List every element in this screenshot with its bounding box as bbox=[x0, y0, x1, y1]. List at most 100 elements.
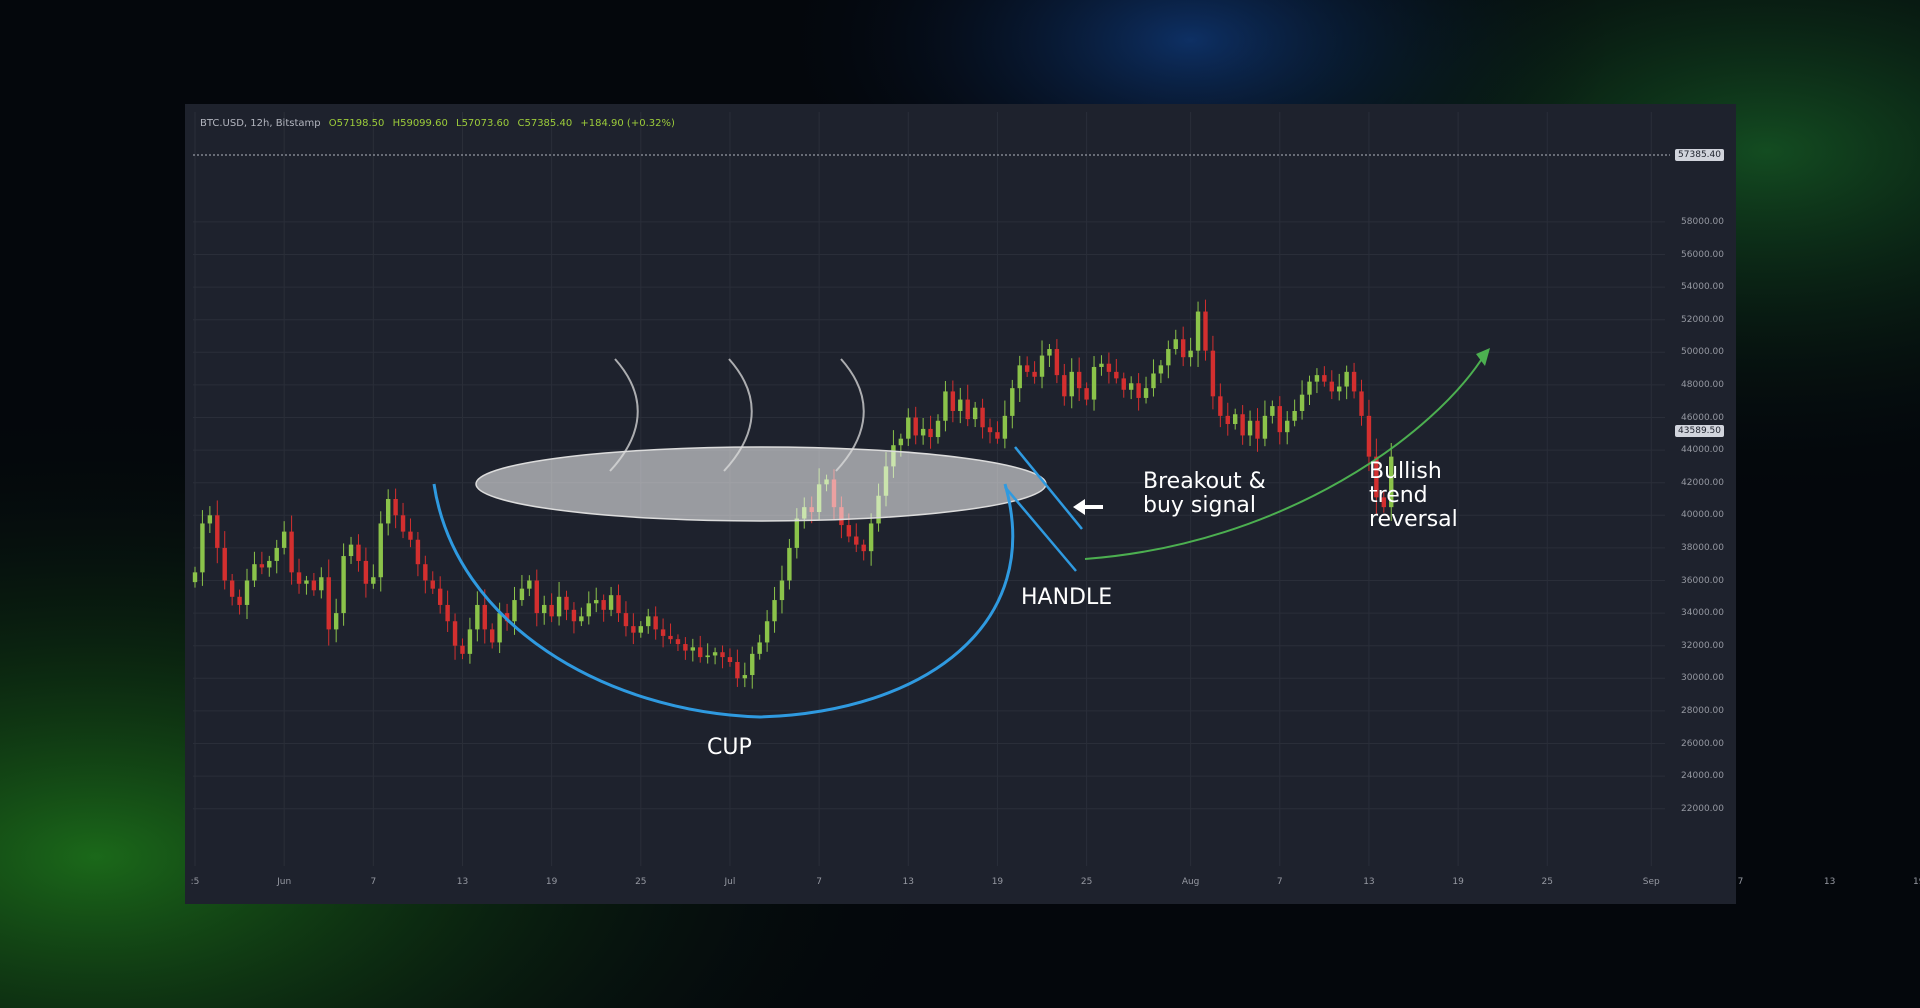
candle-body bbox=[1062, 375, 1067, 397]
candle-body bbox=[868, 523, 874, 552]
candle-body bbox=[720, 652, 725, 658]
y-tick-label: 42000.00 bbox=[1681, 477, 1724, 488]
candle-body bbox=[274, 547, 279, 561]
candle-body bbox=[192, 572, 198, 583]
candle-body bbox=[631, 626, 636, 633]
symbol-legend: BTC.USD, 12h, Bitstamp O57198.50 H59099.… bbox=[200, 118, 680, 129]
candle-body bbox=[259, 564, 265, 568]
candle-body bbox=[542, 604, 547, 614]
candle-body bbox=[326, 577, 331, 630]
y-tick-label: 34000.00 bbox=[1681, 608, 1724, 619]
candle-body bbox=[1314, 375, 1320, 382]
legend-change: +184.90 (+0.32%) bbox=[580, 118, 675, 129]
candle-body bbox=[519, 588, 525, 601]
candle-body bbox=[579, 616, 584, 622]
x-tick-label: 7 bbox=[1276, 877, 1283, 887]
candle-body bbox=[1285, 420, 1290, 433]
candle-body bbox=[1114, 371, 1119, 379]
y-tick-label: 48000.00 bbox=[1681, 379, 1724, 390]
legend-low: L57073.60 bbox=[456, 118, 510, 129]
candle-body bbox=[281, 531, 287, 548]
candle-body bbox=[311, 580, 317, 591]
handle-upper-line bbox=[1014, 446, 1083, 530]
candle-body bbox=[1292, 410, 1297, 421]
candle-body bbox=[1299, 394, 1305, 411]
candle-body bbox=[660, 629, 666, 636]
candle-body bbox=[1166, 349, 1171, 366]
y-tick-label: 54000.00 bbox=[1681, 282, 1724, 293]
x-tick-label: 19 bbox=[991, 877, 1004, 887]
candle-body bbox=[965, 399, 970, 420]
candle-body bbox=[735, 662, 740, 679]
candle-body bbox=[371, 577, 376, 584]
candle-body bbox=[571, 609, 577, 622]
candle-body bbox=[252, 564, 257, 581]
candle-body bbox=[244, 580, 250, 605]
candle-body bbox=[1188, 350, 1193, 358]
candle-body bbox=[995, 432, 1000, 439]
candle-body bbox=[1010, 388, 1015, 416]
candle-body bbox=[1039, 355, 1045, 377]
candle-body bbox=[497, 613, 502, 643]
candle-body bbox=[1143, 388, 1149, 398]
candle-body bbox=[527, 580, 532, 589]
candlestick-chart[interactable] bbox=[185, 104, 1736, 904]
candle-body bbox=[1337, 386, 1342, 392]
candle-body bbox=[415, 539, 421, 565]
candle-body bbox=[1151, 373, 1156, 389]
candle-body bbox=[482, 604, 487, 630]
candle-body bbox=[861, 544, 866, 552]
candle-body bbox=[460, 645, 465, 654]
y-tick-label: 28000.00 bbox=[1681, 705, 1724, 716]
candle-body bbox=[341, 556, 346, 614]
cup-curve bbox=[432, 483, 1015, 719]
candle-body bbox=[564, 596, 569, 610]
cup-rim bbox=[475, 446, 1047, 522]
candle-body bbox=[348, 544, 354, 557]
x-tick-label: 25 bbox=[1080, 877, 1093, 887]
candle-body bbox=[1069, 371, 1074, 397]
candle-body bbox=[363, 560, 369, 584]
candle-body bbox=[1240, 414, 1245, 436]
candle-body bbox=[1366, 415, 1372, 457]
candle-body bbox=[378, 523, 383, 578]
legend-high: H59099.60 bbox=[392, 118, 448, 129]
candle-body bbox=[1128, 383, 1134, 390]
reversal-label: Bullish trend reversal bbox=[1369, 459, 1458, 532]
candle-body bbox=[705, 655, 710, 658]
candle-body bbox=[467, 629, 473, 654]
candle-body bbox=[742, 675, 748, 679]
candle-body bbox=[1218, 396, 1223, 416]
chart-panel[interactable]: BTC.USD, 12h, Bitstamp O57198.50 H59099.… bbox=[185, 104, 1920, 904]
candle-body bbox=[490, 629, 495, 643]
candle-body bbox=[1158, 365, 1164, 374]
legend-close: C57385.40 bbox=[517, 118, 573, 129]
candle-body bbox=[319, 577, 324, 591]
x-tick-label: Jun bbox=[277, 877, 292, 887]
y-tick-label: 44000.00 bbox=[1681, 445, 1724, 456]
y-tick-label: 30000.00 bbox=[1681, 673, 1724, 684]
last-price-tag: 57385.40 bbox=[1675, 149, 1724, 161]
candle-body bbox=[475, 604, 480, 630]
candle-body bbox=[712, 652, 718, 656]
current-price-tag: 43589.50 bbox=[1675, 425, 1724, 437]
candle-body bbox=[1210, 350, 1216, 397]
x-tick-label: 7 bbox=[816, 877, 822, 887]
candle-body bbox=[504, 613, 510, 622]
x-tick-label: Aug bbox=[1181, 877, 1200, 887]
candle-body bbox=[437, 588, 443, 605]
candle-body bbox=[207, 515, 213, 524]
y-tick-label: 32000.00 bbox=[1681, 640, 1724, 651]
candle-body bbox=[757, 642, 762, 654]
candle-body bbox=[950, 391, 956, 411]
candle-body bbox=[1195, 311, 1201, 351]
steam-line bbox=[835, 358, 865, 472]
candle-body bbox=[1173, 339, 1178, 350]
y-tick-label: 24000.00 bbox=[1681, 771, 1724, 782]
x-tick-label: 7 bbox=[1737, 877, 1744, 887]
candle-body bbox=[356, 544, 361, 561]
candle-body bbox=[452, 621, 458, 646]
candle-body bbox=[1136, 383, 1141, 398]
candle-body bbox=[1076, 371, 1082, 389]
candle-body bbox=[1277, 406, 1282, 433]
